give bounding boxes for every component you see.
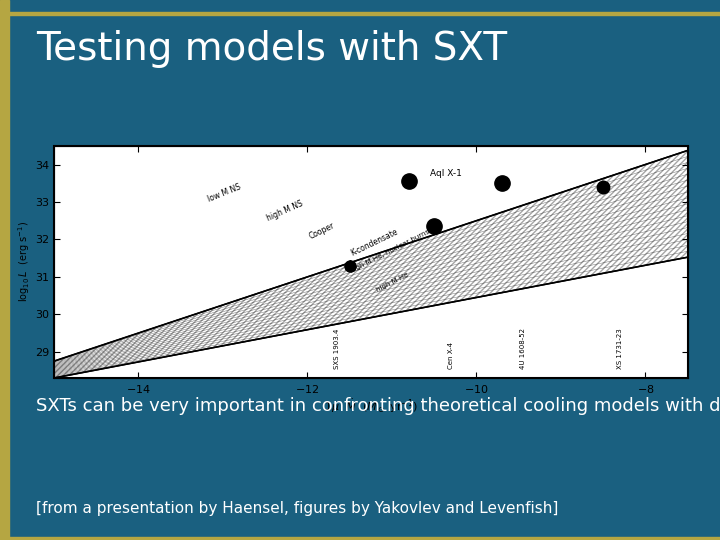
Bar: [0, 0, 9, 540]
Bar: [0, 12, 720, 15]
Text: Cen X-4: Cen X-4: [448, 342, 454, 369]
Bar: [0, 537, 720, 540]
Text: high M NS: high M NS: [265, 199, 305, 222]
Text: XS 1731-23: XS 1731-23: [617, 328, 623, 369]
Text: SXTs can be very important in confronting theoretical cooling models with data.: SXTs can be very important in confrontin…: [36, 397, 720, 415]
Text: Aql X-1: Aql X-1: [430, 168, 462, 178]
Text: high M He, nuclear burns: high M He, nuclear burns: [350, 229, 431, 274]
Text: K-condensate: K-condensate: [350, 228, 400, 258]
Text: low M NS: low M NS: [206, 183, 242, 204]
Text: high M He: high M He: [375, 272, 409, 293]
Text: Cooper: Cooper: [307, 221, 336, 241]
Text: [from a presentation by Haensel, figures by Yakovlev and Levenfish]: [from a presentation by Haensel, figures…: [36, 501, 559, 516]
Text: Testing models with SXT: Testing models with SXT: [36, 30, 507, 68]
Text: 4U 1608-52: 4U 1608-52: [520, 328, 526, 369]
Y-axis label: $\log_{10} L\ \ (\mathrm{erg}\ \mathrm{s}^{-1})$: $\log_{10} L\ \ (\mathrm{erg}\ \mathrm{s…: [17, 221, 32, 302]
Text: SXS 1903.4: SXS 1903.4: [334, 328, 340, 369]
X-axis label: $1\mu\ \ \dot{M}\ \ (M_\odot\ \mathrm{yr}^{-1})$: $1\mu\ \ \dot{M}\ \ (M_\odot\ \mathrm{yr…: [324, 397, 418, 415]
